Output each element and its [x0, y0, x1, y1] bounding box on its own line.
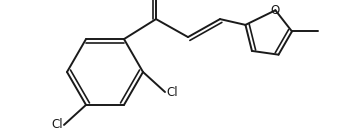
Text: Cl: Cl — [51, 118, 63, 131]
Text: O: O — [271, 4, 280, 17]
Text: Cl: Cl — [166, 86, 178, 99]
